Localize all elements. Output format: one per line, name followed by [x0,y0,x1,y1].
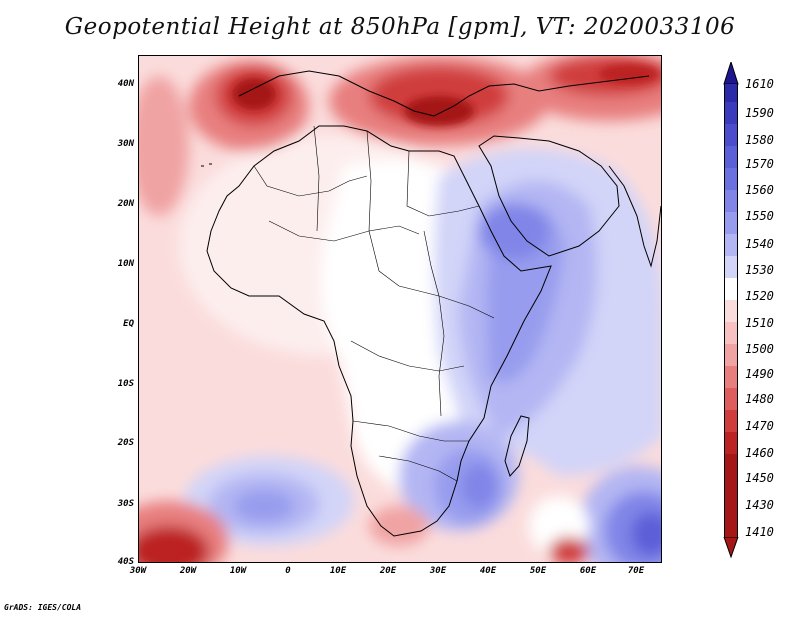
chart-title: Geopotential Height at 850hPa [gpm], VT:… [64,14,736,40]
colorbar-swatch [724,322,738,344]
colorbar-bottom-arrow [723,537,739,559]
colorbar-swatch [724,102,738,124]
colorbar-label: 1520 [745,289,774,303]
colorbar-swatch [724,454,738,476]
colorbar-label: 1560 [745,183,774,197]
colorbar-swatch [724,410,738,432]
colorbar-swatch [724,124,738,146]
colorbar-label: 1500 [745,342,774,356]
lon-label-60e: 60E [579,566,597,576]
lon-label-70e: 70E [627,566,645,576]
lon-label-20w: 20W [179,566,197,576]
lon-label-10w: 10W [229,566,247,576]
colorbar-label: 1480 [745,392,774,406]
colorbar-label: 1540 [745,237,774,251]
colorbar-swatch [724,300,738,322]
colorbar-label: 1460 [745,446,774,460]
colorbar-label: 1510 [745,316,774,330]
lon-label-50e: 50E [529,566,547,576]
grads-credit: GrADS: IGES/COLA [4,603,82,612]
lon-label-30w: 30W [129,566,147,576]
colorbar-swatch [724,256,738,278]
field-core-highs [232,64,659,126]
colorbar-label: 1470 [745,419,774,433]
colorbar-label: 1530 [745,263,774,277]
colorbar-swatch [724,212,738,234]
colorbar-label: 1430 [745,498,774,512]
lat-label-30n: 30N [117,139,134,149]
colorbar-swatch [724,190,738,212]
madagascar-coastline [504,415,530,477]
colorbar-swatch [724,520,738,538]
colorbar-swatch [724,388,738,410]
colorbar-swatch [724,476,738,498]
lat-label-20n: 20N [117,199,134,209]
colorbar-label: 1580 [745,133,774,147]
africa-coastline [206,125,552,537]
colorbar-label: 1410 [745,525,774,539]
colorbar-swatch [724,498,738,520]
colorbar-swatch [724,432,738,454]
height-field-map [139,56,661,562]
lon-label-10e: 10E [329,566,347,576]
canary-islands [201,163,212,167]
lat-label-40n: 40N [117,79,134,89]
coastlines [201,70,661,537]
colorbar-top-arrow-shape [723,62,739,85]
colorbar-top-arrow [723,62,739,85]
lat-label-eq: EQ [123,319,134,329]
lon-label-30e: 30E [429,566,447,576]
colorbar-swatch [724,366,738,388]
lat-label-30s: 30S [117,499,134,509]
arabia-coastline [478,135,620,257]
country-borders [253,125,495,482]
lon-label-40e: 40E [479,566,497,576]
colorbar-bottom-arrow-shape [723,537,739,559]
map-panel [138,55,662,563]
colorbar-swatch [724,234,738,256]
lat-label-10n: 10N [117,259,134,269]
lat-label-10s: 10S [117,379,134,389]
india-coastline [608,165,661,268]
colorbar-swatch [724,278,738,300]
colorbar-label: 1610 [745,77,774,91]
colorbar-swatch [724,146,738,168]
lon-label-20e: 20E [379,566,397,576]
colorbar-label: 1490 [745,367,774,381]
colorbar-swatch [724,84,738,102]
lat-label-20s: 20S [117,438,134,448]
colorbar-label: 1590 [745,106,774,120]
colorbar-swatch [724,344,738,366]
lon-label-0: 0 [285,566,291,576]
lat-label-40s: 40S [117,557,134,567]
colorbar-label: 1450 [745,471,774,485]
colorbar-swatch [724,168,738,190]
europe-coastline [238,70,650,117]
colorbar-label: 1550 [745,209,774,223]
colorbar-label: 1570 [745,157,774,171]
